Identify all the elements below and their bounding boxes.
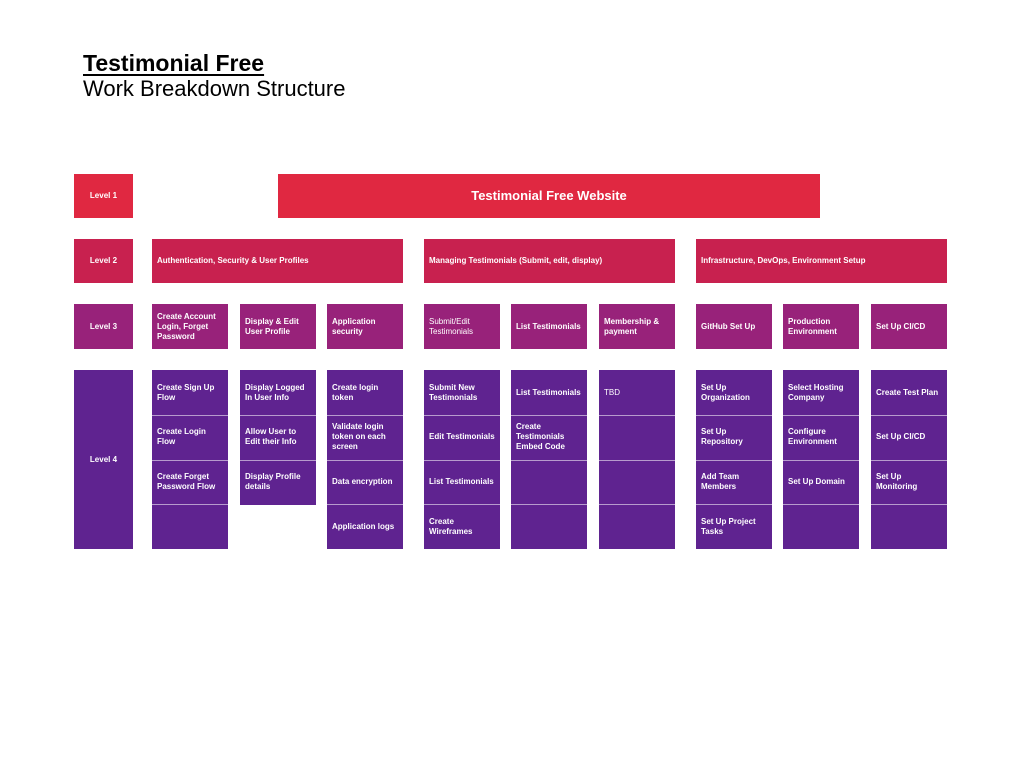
level4-node-1-3-2: Validate login token on each screen: [327, 414, 403, 460]
root-node: Testimonial Free Website: [278, 174, 820, 218]
level3-node-1-2: Display & Edit User Profile: [240, 304, 316, 349]
page-title: Testimonial Free: [83, 50, 265, 76]
cell-divider: [152, 460, 228, 461]
cell-divider: [599, 415, 675, 416]
cell-divider: [424, 415, 500, 416]
level4-node-3-2-2: Configure Environment: [783, 414, 859, 460]
level4-node-1-3-4: Application logs: [327, 504, 403, 550]
cell-divider: [696, 460, 772, 461]
level4-node-3-1-1: Set Up Organization: [696, 370, 772, 415]
cell-divider: [599, 504, 675, 505]
cell-divider: [599, 460, 675, 461]
cell-divider: [240, 415, 316, 416]
cell-divider: [511, 415, 587, 416]
cell-divider: [327, 415, 403, 416]
level4-node-1-1-2: Create Login Flow: [152, 414, 228, 460]
level3-node-3-3: Set Up CI/CD: [871, 304, 947, 349]
level4-node-2-2-4: [511, 504, 587, 550]
level4-node-3-2-3: Set Up Domain: [783, 459, 859, 505]
cell-divider: [327, 504, 403, 505]
level4-node-2-2-3: [511, 459, 587, 505]
cell-divider: [152, 415, 228, 416]
level4-node-3-1-3: Add Team Members: [696, 459, 772, 505]
cell-divider: [871, 415, 947, 416]
level2-node-3: Infrastructure, DevOps, Environment Setu…: [696, 239, 947, 283]
level4-node-3-3-1: Create Test Plan: [871, 370, 947, 415]
cell-divider: [783, 460, 859, 461]
cell-divider: [783, 504, 859, 505]
level4-node-1-3-1: Create login token: [327, 370, 403, 415]
cell-divider: [511, 460, 587, 461]
level3-node-1-3: Application security: [327, 304, 403, 349]
level4-node-3-2-1: Select Hosting Company: [783, 370, 859, 415]
cell-divider: [871, 504, 947, 505]
level4-node-1-1-1: Create Sign Up Flow: [152, 370, 228, 415]
level4-node-3-3-2: Set Up CI/CD: [871, 414, 947, 460]
level2-node-1: Authentication, Security & User Profiles: [152, 239, 403, 283]
cell-divider: [152, 504, 228, 505]
level4-node-2-1-4: Create Wireframes: [424, 504, 500, 550]
level-label-2: Level 2: [74, 239, 133, 283]
level4-node-1-3-3: Data encryption: [327, 459, 403, 505]
level4-node-3-2-4: [783, 504, 859, 550]
cell-divider: [696, 504, 772, 505]
level4-node-1-2-1: Display Logged In User Info: [240, 370, 316, 415]
level4-node-2-2-1: List Testimonials: [511, 370, 587, 415]
level3-node-1-1: Create Account Login, Forget Password: [152, 304, 228, 349]
cell-divider: [696, 415, 772, 416]
cell-divider: [783, 415, 859, 416]
level4-node-1-1-4: [152, 504, 228, 550]
level-label-1: Level 1: [74, 174, 133, 218]
level2-node-2: Managing Testimonials (Submit, edit, dis…: [424, 239, 675, 283]
level4-node-3-1-2: Set Up Repository: [696, 414, 772, 460]
level4-node-1-2-2: Allow User to Edit their Info: [240, 414, 316, 460]
level-label-3: Level 3: [74, 304, 133, 349]
level4-node-2-3-2: [599, 414, 675, 460]
cell-divider: [240, 460, 316, 461]
level4-node-2-3-1: TBD: [599, 370, 675, 415]
level4-node-3-3-3: Set Up Monitoring: [871, 459, 947, 505]
page-subtitle: Work Breakdown Structure: [83, 76, 346, 101]
level4-node-2-3-4: [599, 504, 675, 550]
level3-node-2-2: List Testimonials: [511, 304, 587, 349]
level3-node-3-2: Production Environment: [783, 304, 859, 349]
level4-node-3-3-4: [871, 504, 947, 550]
level4-node-3-1-4: Set Up Project Tasks: [696, 504, 772, 550]
level3-node-2-1: Submit/Edit Testimonials: [424, 304, 500, 349]
level3-node-3-1: GitHub Set Up: [696, 304, 772, 349]
cell-divider: [871, 460, 947, 461]
cell-divider: [424, 504, 500, 505]
level4-node-2-1-2: Edit Testimonials: [424, 414, 500, 460]
level-label-4: Level 4: [74, 370, 133, 549]
cell-divider: [511, 504, 587, 505]
level4-node-2-1-1: Submit New Testimonials: [424, 370, 500, 415]
cell-divider: [424, 460, 500, 461]
level4-node-2-2-2: Create Testimonials Embed Code: [511, 414, 587, 460]
level4-node-2-3-3: [599, 459, 675, 505]
cell-divider: [327, 460, 403, 461]
level4-node-2-1-3: List Testimonials: [424, 459, 500, 505]
level3-node-2-3: Membership & payment: [599, 304, 675, 349]
level4-node-1-1-3: Create Forget Password Flow: [152, 459, 228, 505]
level4-node-1-2-3: Display Profile details: [240, 459, 316, 505]
